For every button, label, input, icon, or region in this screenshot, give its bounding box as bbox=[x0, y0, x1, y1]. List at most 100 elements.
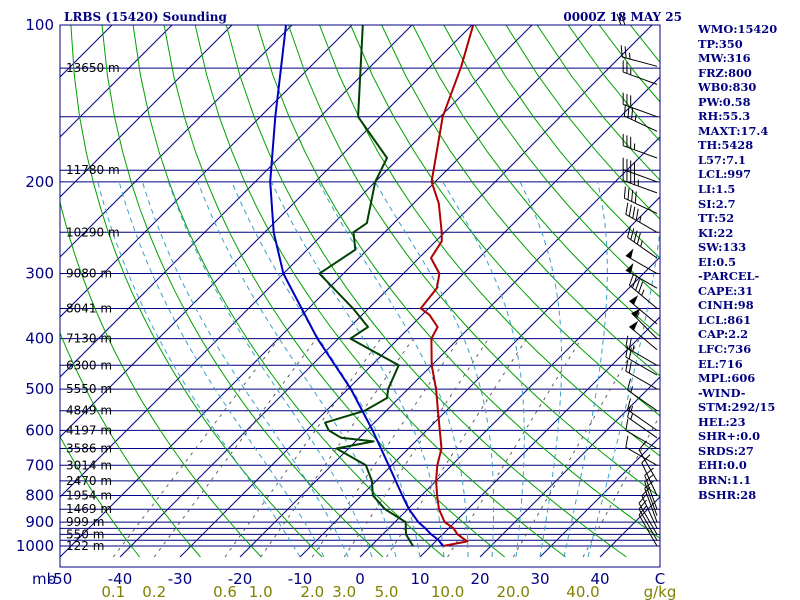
mixing-ratio-line bbox=[386, 338, 527, 558]
wind-barb bbox=[625, 248, 658, 275]
temperature-line bbox=[419, 25, 475, 547]
isotherm-line bbox=[60, 25, 353, 318]
sounding-index-item: CAP:2.2 bbox=[698, 327, 749, 342]
sounding-index-item: SW:133 bbox=[698, 240, 747, 255]
sounding-index-item: WB0:830 bbox=[698, 80, 757, 95]
sounding-index-item: -WIND- bbox=[698, 385, 746, 400]
mixing-ratio-label: 20.0 bbox=[496, 583, 529, 600]
dry-adiabat-line bbox=[163, 25, 506, 558]
pressure-label: 800 bbox=[25, 487, 54, 505]
sounding-index-item: -PARCEL- bbox=[698, 269, 760, 284]
pressure-label: 500 bbox=[25, 380, 54, 398]
isotherm-line bbox=[359, 256, 660, 558]
moist-adiabat-line bbox=[563, 181, 608, 558]
dry-adiabat-line bbox=[350, 25, 660, 417]
wind-barb bbox=[622, 133, 658, 159]
height-label: 3014 m bbox=[66, 458, 112, 472]
dry-adiabat-line bbox=[225, 25, 627, 558]
sounding-index-item: LCL:861 bbox=[698, 312, 752, 327]
sounding-index-item: BSHR:28 bbox=[698, 487, 757, 502]
height-label: 9080 m bbox=[66, 267, 112, 281]
wind-barb bbox=[644, 467, 658, 510]
sounding-index-item: LCL:997 bbox=[698, 167, 752, 182]
isotherm-line bbox=[0, 25, 52, 557]
profile-lines bbox=[269, 25, 475, 547]
height-label: 1469 m bbox=[66, 502, 112, 516]
sounding-index-item: SI:2.7 bbox=[698, 196, 736, 211]
height-label: 4197 m bbox=[66, 423, 112, 437]
temperature-unit-label: C bbox=[655, 570, 665, 588]
sounding-index-item: SRDS:27 bbox=[698, 443, 754, 458]
sounding-index-item: TT:52 bbox=[698, 211, 735, 226]
dry-adiabat-line bbox=[256, 25, 660, 539]
height-label: 2470 m bbox=[66, 474, 112, 488]
mixing-ratio-line bbox=[112, 338, 280, 558]
moist-adiabat-line bbox=[318, 181, 469, 557]
pressure-label: 200 bbox=[25, 173, 54, 191]
plot-frame bbox=[59, 24, 661, 568]
sounding-index-item: PW:0.58 bbox=[698, 94, 751, 109]
wind-barb bbox=[627, 378, 658, 412]
parcel-path-line bbox=[269, 25, 444, 547]
height-label: 13650 m bbox=[66, 61, 120, 75]
isotherm-line bbox=[179, 76, 660, 558]
isotherm-line bbox=[119, 25, 653, 558]
mixing-ratio-label: 5.0 bbox=[375, 583, 399, 600]
sounding-index-item: EHI:0.0 bbox=[698, 458, 747, 473]
wind-barbs bbox=[616, 13, 658, 547]
isotherm-line bbox=[60, 25, 173, 138]
wind-barb bbox=[627, 225, 658, 259]
isotherm-line bbox=[479, 376, 660, 558]
height-label: 5550 m bbox=[66, 382, 112, 396]
mixing-ratio-label: 10.0 bbox=[431, 583, 464, 600]
wind-barb bbox=[631, 308, 658, 339]
wind-barb bbox=[629, 295, 658, 325]
dry-adiabat-line bbox=[381, 25, 660, 377]
wind-barb bbox=[623, 104, 658, 132]
pressure-label: 100 bbox=[25, 16, 54, 34]
isotherm-line bbox=[539, 436, 660, 558]
height-label: 6300 m bbox=[66, 358, 112, 372]
chart-title: LRBS (15420) Sounding bbox=[64, 10, 227, 24]
isotherm-line bbox=[60, 25, 473, 438]
wind-barb bbox=[625, 359, 658, 390]
wind-barb bbox=[623, 186, 658, 214]
mixing-ratio-label: 0.6 bbox=[213, 583, 237, 600]
isotherm-line bbox=[60, 25, 413, 378]
temperature-tick-label: -30 bbox=[168, 570, 193, 588]
wind-barb bbox=[629, 320, 658, 351]
temperature-tick-label: -50 bbox=[48, 570, 73, 588]
height-label: 550 m bbox=[66, 527, 104, 541]
pressure-label: 300 bbox=[25, 265, 54, 283]
temperature-tick-label: -20 bbox=[228, 570, 253, 588]
wind-barb bbox=[622, 92, 658, 118]
dry-adiabat-line bbox=[101, 25, 384, 558]
sounding-index-item: MAXT:17.4 bbox=[698, 123, 769, 138]
temperature-tick-label: 0 bbox=[355, 570, 365, 588]
sounding-index-item: TH:5428 bbox=[698, 138, 754, 153]
wind-barb bbox=[627, 398, 658, 431]
mixing-ratio-line bbox=[582, 414, 660, 558]
sounding-index-item: CAPE:31 bbox=[698, 283, 754, 298]
sounding-index-item: MW:316 bbox=[698, 51, 751, 66]
sounding-index-item: EL:716 bbox=[698, 356, 743, 371]
wind-barb bbox=[625, 345, 658, 376]
sounding-index-item: LI:1.5 bbox=[698, 182, 736, 197]
sounding-index-item: TP:350 bbox=[698, 36, 743, 51]
sounding-index-item: SHR+:0.0 bbox=[698, 429, 761, 444]
temperature-tick-label: -10 bbox=[288, 570, 313, 588]
moist-adiabat-line bbox=[374, 181, 495, 558]
wind-barb bbox=[625, 418, 658, 449]
dry-adiabat-line bbox=[70, 25, 323, 558]
sounding-indices-panel: WMO:15420 TP:350 MW:316 FRZ:800 WB0:830 PW:0.… bbox=[698, 22, 777, 502]
moist-adiabat-line bbox=[197, 181, 397, 558]
mixing-ratio-line bbox=[512, 338, 641, 558]
height-label: 3586 m bbox=[66, 442, 112, 456]
height-label: 11780 m bbox=[66, 163, 120, 177]
mixing-ratio-line bbox=[447, 338, 582, 558]
mixing-ratio-label: 3.0 bbox=[332, 583, 356, 600]
moist-adiabat-line bbox=[442, 181, 525, 558]
sounding-index-item: WMO:15420 bbox=[698, 22, 778, 36]
moist-adiabat-line bbox=[141, 181, 349, 558]
isotherm-line bbox=[60, 25, 293, 258]
